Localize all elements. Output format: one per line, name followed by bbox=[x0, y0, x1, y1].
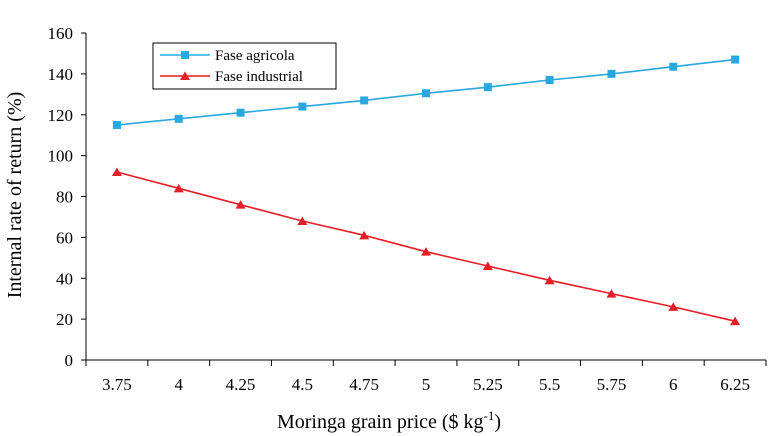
x-ticks: 3.75 4 4.25 4.5 4.75 5 5.25 5.5 5.75 6 6.25 bbox=[85, 360, 767, 394]
x-tick-label: 4 bbox=[174, 375, 183, 394]
y-axis-title: Internal rate of return (%) bbox=[4, 92, 26, 299]
x-axis-title-sup: -1 bbox=[484, 408, 495, 423]
data-point-fase-industrial bbox=[730, 316, 741, 326]
x-tick-label: 3.75 bbox=[102, 375, 132, 394]
data-point-fase-agricola bbox=[483, 83, 492, 92]
legend-entry-fase-agricola: Fase agricola bbox=[160, 48, 295, 64]
x-axis-title-main: Moringa grain price ($ kg bbox=[277, 411, 484, 433]
legend-label-fase-industrial: Fase industrial bbox=[215, 69, 303, 85]
data-point-fase-agricola bbox=[422, 89, 430, 98]
legend-marker-fase-industrial bbox=[180, 71, 190, 80]
y-tick-label: 160 bbox=[48, 24, 74, 43]
data-point-fase-industrial bbox=[606, 289, 617, 298]
x-tick-label: 4.75 bbox=[349, 375, 379, 394]
y-tick-label: 60 bbox=[56, 228, 73, 247]
data-point-fase-industrial bbox=[482, 261, 493, 270]
x-tick-label: 4.5 bbox=[292, 375, 313, 394]
x-axis-title: Moringa grain price ($ kg-1) bbox=[277, 408, 501, 433]
legend-box bbox=[152, 42, 337, 90]
y-tick-label: 120 bbox=[48, 106, 74, 125]
series-line-fase-industrial bbox=[116, 171, 736, 322]
y-ticks: 0 20 40 60 80 100 120 140 160 bbox=[48, 24, 86, 370]
series-layer bbox=[111, 55, 741, 326]
data-point-fase-industrial bbox=[359, 230, 370, 240]
data-point-fase-industrial bbox=[111, 167, 122, 176]
data-point-fase-agricola bbox=[112, 120, 121, 129]
x-axis-title-close: ) bbox=[494, 411, 501, 433]
x-tick-label: 6.25 bbox=[720, 375, 750, 394]
data-point-fase-industrial bbox=[544, 275, 555, 285]
data-point-fase-agricola bbox=[731, 55, 740, 64]
data-point-fase-industrial bbox=[421, 247, 431, 256]
x-tick-label: 5.5 bbox=[539, 375, 560, 394]
y-tick-label: 80 bbox=[56, 188, 73, 207]
x-tick-label: 4.25 bbox=[226, 375, 256, 394]
data-point-fase-agricola bbox=[545, 76, 554, 85]
data-point-fase-industrial bbox=[173, 183, 184, 193]
legend-entry-fase-industrial: Fase industrial bbox=[160, 69, 303, 85]
legend: Fase agricola Fase industrial bbox=[152, 42, 337, 90]
data-point-fase-agricola bbox=[360, 96, 369, 105]
y-tick-label: 140 bbox=[48, 65, 74, 84]
y-tick-label: 40 bbox=[56, 269, 73, 288]
legend-marker-fase-agricola bbox=[181, 51, 189, 59]
x-tick-label: 5 bbox=[422, 375, 431, 394]
data-point-fase-industrial bbox=[235, 200, 246, 209]
data-point-fase-industrial bbox=[297, 216, 308, 226]
data-point-fase-agricola bbox=[236, 108, 245, 117]
data-point-fase-agricola bbox=[669, 62, 678, 71]
data-point-fase-agricola bbox=[607, 69, 616, 78]
x-tick-label: 5.25 bbox=[473, 375, 503, 394]
y-tick-label: 0 bbox=[65, 351, 74, 370]
data-point-fase-agricola bbox=[298, 102, 307, 111]
data-point-fase-agricola bbox=[174, 114, 183, 123]
legend-label-fase-agricola: Fase agricola bbox=[215, 48, 295, 64]
y-tick-label: 20 bbox=[56, 310, 73, 329]
x-tick-label: 5.75 bbox=[597, 375, 627, 394]
y-tick-label: 100 bbox=[48, 147, 74, 166]
data-point-fase-industrial bbox=[668, 302, 679, 311]
x-tick-label: 6 bbox=[669, 375, 678, 394]
